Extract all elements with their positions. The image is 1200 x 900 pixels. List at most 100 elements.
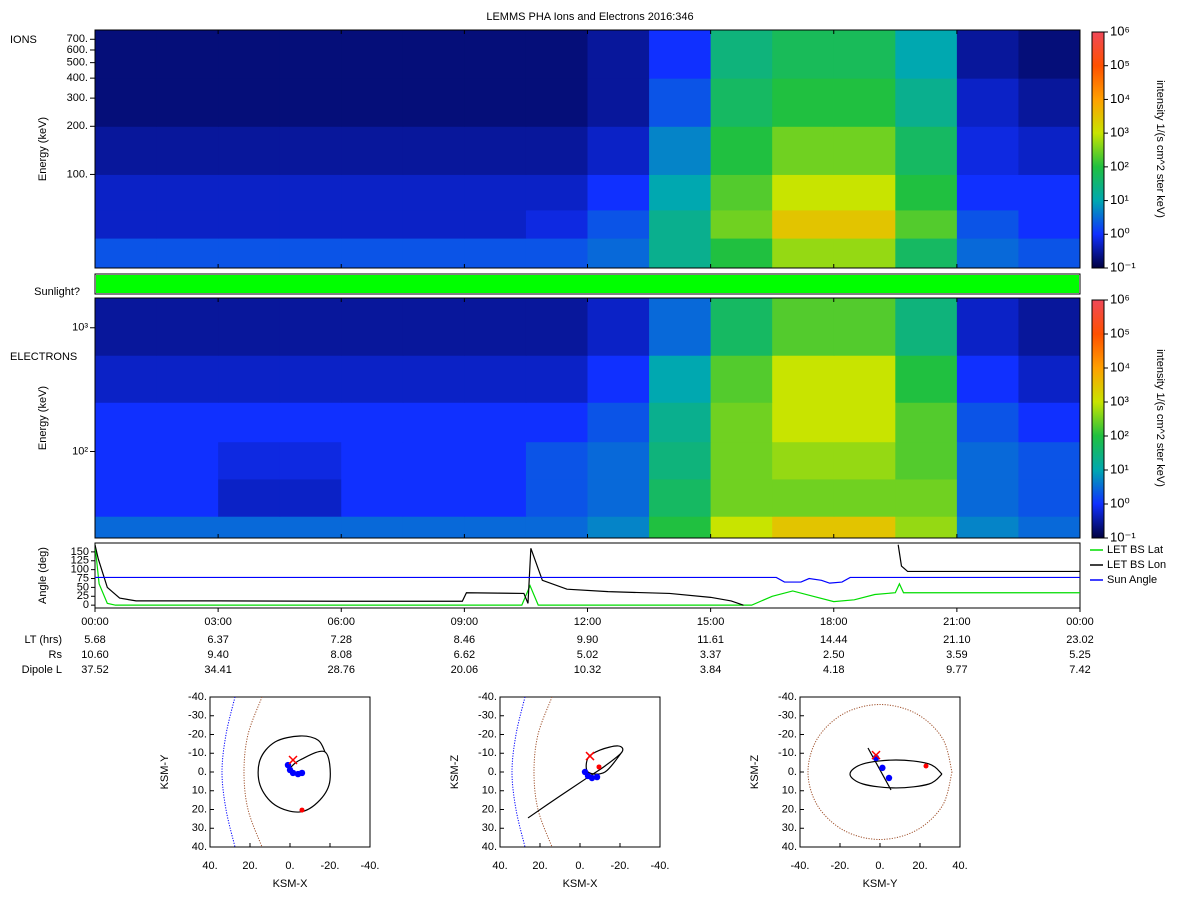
ephemeris-value: 10.32 [574, 664, 602, 676]
heatmap-cell [1018, 441, 1080, 480]
position-cross [288, 755, 298, 765]
y-tick-label: -40. [478, 691, 497, 703]
x-tick-label: 20. [532, 860, 547, 872]
heatmap-cell [1018, 402, 1080, 443]
heatmap-cell [279, 174, 342, 211]
heatmap-cell [464, 355, 527, 403]
heatmap-cell [956, 209, 1019, 239]
y-tick-label: 200. [67, 120, 88, 132]
heatmap-cell [156, 298, 219, 356]
heatmap-cell [218, 78, 281, 127]
heatmap-cell [218, 478, 281, 517]
colorbar [1091, 31, 1105, 269]
y-axis-label: KSM-Z [449, 755, 461, 790]
x-tick-label: -40. [791, 860, 810, 872]
ephemeris-value: 21.10 [943, 634, 971, 646]
colorbar-tick-label: 10¹ [1110, 192, 1129, 207]
y-tick-label: 10. [482, 785, 497, 797]
x-tick-label: -20. [611, 860, 630, 872]
heatmap-cell [772, 126, 835, 175]
y-tick-label: 25 [77, 590, 89, 602]
heatmap-cell [402, 441, 465, 480]
colorbar-tick-label: 10⁶ [1110, 291, 1130, 306]
heatmap-cell [156, 478, 219, 517]
x-tick-label: 40. [202, 860, 217, 872]
y-tick-label: -30. [478, 710, 497, 722]
heatmap-cell [895, 126, 958, 175]
heatmap-cell [341, 174, 404, 211]
heatmap-cell [649, 126, 712, 175]
plot-frame [94, 542, 1081, 609]
heatmap-cell [833, 402, 896, 443]
heatmap-cell [279, 478, 342, 517]
colorbar-tick-label: 10⁰ [1110, 495, 1130, 510]
y-tick-label: 40. [482, 841, 497, 853]
position-cross [871, 750, 881, 760]
x-tick-label: 18:00 [820, 616, 848, 628]
heatmap-cell [772, 238, 835, 268]
ephemeris-value: 23.02 [1066, 634, 1094, 646]
marker-dot [923, 763, 929, 769]
heatmap-cell [649, 402, 712, 443]
heatmap-cell [402, 402, 465, 443]
x-tick-label: 40. [492, 860, 507, 872]
heatmap-cell [279, 516, 342, 538]
track-point [588, 774, 596, 782]
track-point [885, 774, 893, 782]
heatmap-cell [956, 355, 1019, 403]
boundary-curve [533, 697, 553, 847]
heatmap-cell [587, 174, 650, 211]
heatmap-cell [218, 238, 281, 268]
heatmap-cell [341, 126, 404, 175]
series-line [95, 544, 1080, 606]
heatmap-cell [587, 441, 650, 480]
heatmap-cell [772, 78, 835, 127]
panel-label: IONS [10, 34, 37, 46]
heatmap-cell [1018, 355, 1080, 403]
ephemeris-row-label: Dipole L [22, 664, 62, 676]
ephemeris-value: 9.40 [207, 649, 228, 661]
colorbar-label: intensity 1/(s cm^2 ster keV) [1154, 80, 1166, 218]
y-tick-label: 10³ [72, 322, 88, 334]
heatmap-cell [156, 78, 219, 127]
heatmap-cell [1018, 174, 1080, 211]
ephemeris-value: 5.68 [84, 634, 105, 646]
ephemeris-value: 37.52 [81, 664, 109, 676]
y-tick-label: 300. [67, 92, 88, 104]
y-tick-label: -10. [478, 747, 497, 759]
heatmap-cell [895, 441, 958, 480]
ephemeris-value: 11.61 [697, 634, 724, 646]
heatmap-cell [956, 516, 1019, 538]
colorbar-tick-label: 10³ [1110, 393, 1129, 408]
heatmap-cell [464, 174, 527, 211]
heatmap-cell [1018, 238, 1080, 268]
heatmap-cell [1018, 478, 1080, 517]
boundary-curve [243, 697, 263, 847]
ephemeris-value: 34.41 [204, 664, 232, 676]
heatmap-cell [649, 478, 712, 517]
heatmap-cell [95, 209, 158, 239]
band-label: Sunlight? [34, 286, 80, 298]
heatmap-cell [156, 126, 219, 175]
heatmap-cell [402, 516, 465, 538]
track-point [593, 773, 601, 781]
band-interval [96, 275, 1079, 293]
heatmap-cell [710, 402, 773, 443]
x-tick-label: 0. [285, 860, 294, 872]
x-tick-label: 20. [912, 860, 927, 872]
ephemeris-value: 3.59 [946, 649, 967, 661]
heatmap-cell [464, 78, 527, 127]
heatmap-cell [649, 298, 712, 356]
heatmap-cell [464, 402, 527, 443]
ephemeris-value: 2.50 [823, 649, 844, 661]
heatmap-cell [956, 126, 1019, 175]
heatmap-cell [956, 30, 1019, 79]
heatmap-cell [772, 355, 835, 403]
ephemeris-row-label: Rs [49, 649, 63, 661]
heatmap-cell [1018, 126, 1080, 175]
y-tick-label: -20. [478, 728, 497, 740]
heatmap-cell [587, 30, 650, 79]
x-tick-label: 12:00 [574, 616, 602, 628]
heatmap-cell [710, 516, 773, 538]
